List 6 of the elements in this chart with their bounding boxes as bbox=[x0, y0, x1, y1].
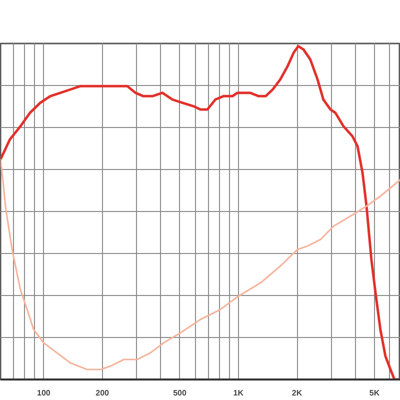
x-tick-label: 1K bbox=[233, 388, 244, 398]
x-tick-label: 500 bbox=[173, 388, 188, 398]
x-tick-label: 2K bbox=[292, 388, 302, 398]
x-tick-label: 100 bbox=[37, 388, 51, 398]
x-tick-label: 200 bbox=[96, 388, 110, 398]
x-tick-label: 5K bbox=[369, 388, 380, 398]
